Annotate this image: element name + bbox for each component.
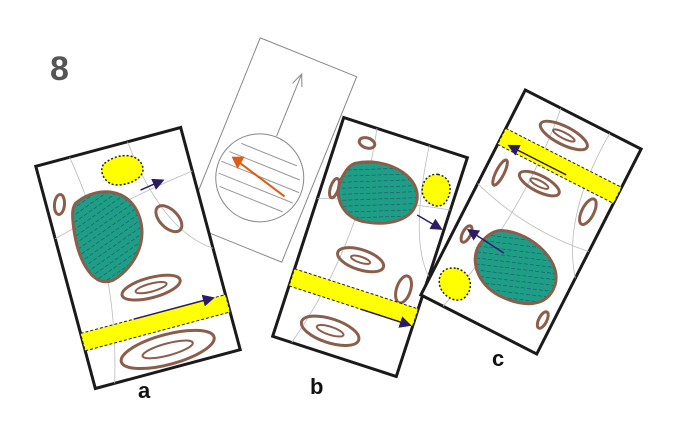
panel-a-label: a [138, 378, 151, 403]
arrow-a-lower [133, 294, 215, 320]
arrow-b-lower [360, 308, 412, 328]
panel-c-label: c [492, 346, 505, 371]
panel-c [418, 88, 644, 356]
panel-b [270, 115, 470, 379]
panel-a [33, 125, 243, 391]
orange-arrow [231, 156, 286, 198]
north-arrow [276, 75, 302, 137]
orientation-sketch [184, 37, 358, 263]
arrow-b-upper [416, 214, 443, 230]
teal-region [336, 160, 419, 225]
yellow-blob [101, 154, 144, 186]
panel-b-label: b [310, 374, 324, 399]
yellow-blob [421, 173, 451, 207]
teal-region [473, 229, 558, 306]
arrow-c-upper [507, 144, 567, 176]
teal-region [71, 190, 144, 284]
yellow-blob [438, 267, 472, 301]
arrow-a-upper [140, 178, 165, 191]
arrow-c-lower [466, 229, 505, 254]
figure-number: 8 [50, 50, 69, 88]
